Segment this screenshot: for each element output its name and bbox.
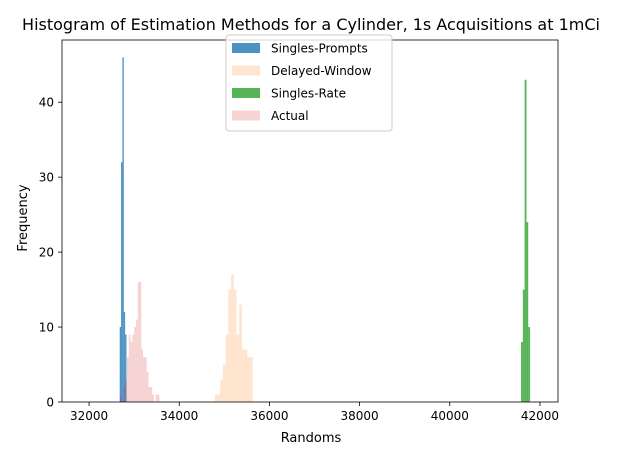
histogram-bar (228, 289, 232, 402)
histogram-bar (137, 282, 140, 402)
histogram-bar (132, 334, 135, 402)
histogram-bar (521, 342, 523, 402)
histogram-bar (217, 394, 221, 402)
histogram-bar (239, 304, 242, 402)
histogram-bar (524, 79, 527, 402)
legend-swatch (232, 43, 260, 53)
histogram-bar (522, 289, 525, 402)
legend-swatch (232, 88, 260, 98)
legend-label: Delayed-Window (271, 64, 372, 78)
histogram-bar (134, 327, 136, 402)
x-tick-label: 40000 (431, 409, 469, 423)
histogram-bar (143, 357, 145, 402)
histogram-bar (155, 394, 158, 402)
legend-swatch (232, 65, 260, 76)
legend: Singles-Prompts Delayed-Window Singles-Rat… (225, 34, 393, 132)
histogram-bar (247, 357, 251, 402)
histogram-bar (144, 357, 147, 402)
y-tick-label: 0 (46, 396, 54, 410)
chart-title: Histogram of Estimation Methods for a Cy… (22, 15, 600, 34)
bars-layer (119, 57, 531, 403)
y-tick-label: 30 (39, 171, 54, 185)
legend-box (225, 34, 393, 132)
histogram-bar (141, 349, 144, 402)
histogram-bar (146, 372, 149, 402)
histogram-bar (526, 222, 529, 402)
x-tick-label: 36000 (250, 409, 288, 423)
y-tick-label: 20 (39, 246, 54, 260)
histogram-bar (125, 379, 127, 402)
legend-label: Singles-Rate (271, 87, 346, 101)
x-tick-label: 34000 (160, 409, 198, 423)
histogram-bar (157, 394, 160, 402)
histogram-bar (148, 387, 151, 402)
histogram-bar (244, 349, 248, 402)
histogram-bar (130, 342, 133, 402)
legend-label: Actual (271, 109, 309, 123)
y-tick-label: 40 (39, 96, 54, 110)
histogram-bar (528, 327, 531, 402)
histogram-bar (121, 162, 123, 402)
histogram-bar (123, 312, 126, 402)
histogram-bar (220, 379, 223, 402)
histogram-bar (152, 394, 154, 402)
axes-layer: 32000 34000 36000 38000 40000 42000 0 10 20 30 40 (39, 39, 559, 423)
histogram-bar (122, 57, 124, 403)
histogram-bar (214, 394, 218, 402)
histogram-bar (236, 334, 240, 402)
x-axis-label: Randoms (281, 431, 342, 446)
x-tick-label: 38000 (341, 409, 379, 423)
histogram-bar (225, 334, 229, 402)
histogram-bar (150, 387, 153, 402)
histogram-bar (128, 334, 131, 402)
histogram-bar (250, 357, 253, 402)
y-axis-label: Frequency (16, 184, 31, 251)
y-tick-label: 10 (39, 321, 54, 335)
histogram-bar (222, 364, 226, 402)
histogram-bar (231, 274, 234, 402)
histogram-bar (119, 394, 122, 402)
histogram-bar (139, 282, 142, 402)
legend-swatch (232, 110, 260, 121)
histogram-bar (125, 334, 127, 402)
histogram-bar (126, 357, 129, 402)
histogram-bar (123, 387, 126, 402)
x-tick-label: 42000 (521, 409, 559, 423)
histogram-bar (241, 349, 245, 402)
histogram-bar (135, 319, 138, 402)
legend-label: Singles-Prompts (271, 42, 368, 56)
histogram-bar (233, 289, 237, 402)
histogram-bar (119, 327, 122, 402)
x-tick-label: 32000 (70, 409, 108, 423)
